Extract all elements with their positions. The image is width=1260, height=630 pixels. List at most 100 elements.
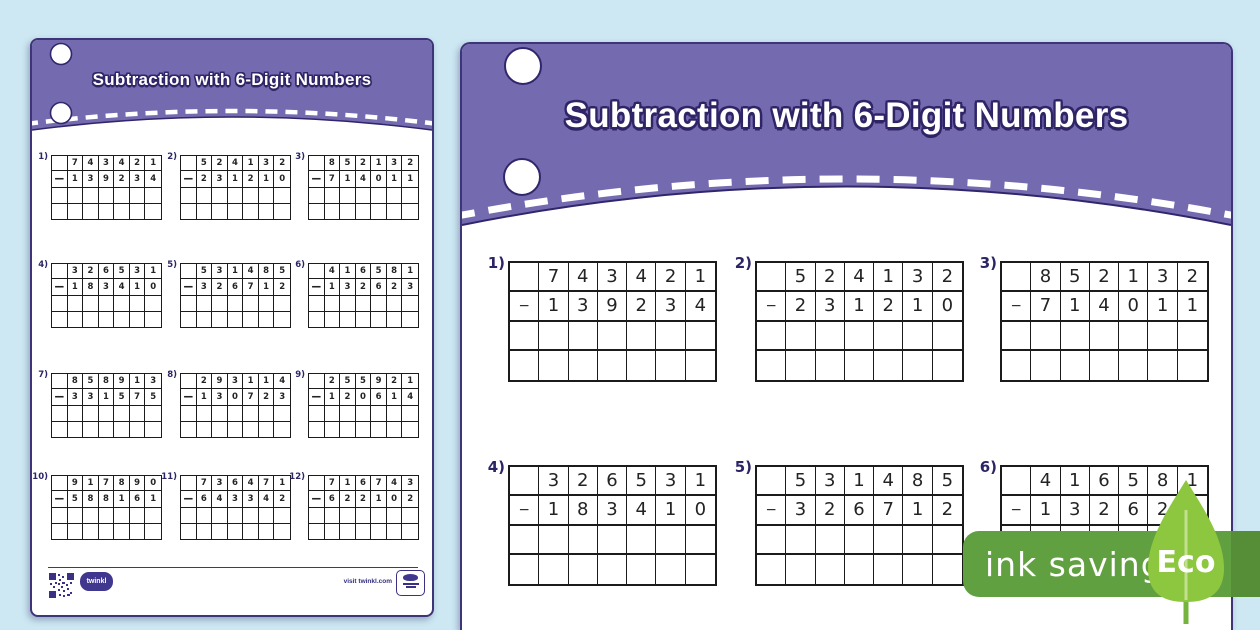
working-cell [259,421,275,437]
subtrahend-digit-cell: 2 [386,279,403,297]
minuend-digit-cell: 3 [129,264,146,280]
answer-cell [371,406,387,422]
minuend-digit-cell: 7 [371,476,387,492]
answer-cell [258,296,275,312]
subtrahend-digit-cell: 1 [258,171,275,189]
minus-sign-cell: − [510,496,540,526]
subtrahend-digit-cell: 3 [568,292,598,322]
subtrahend-digit-cell: 1 [539,496,569,526]
working-cell [1178,351,1207,380]
badge-line [402,583,419,585]
subtrahend-digit-cell: 2 [355,279,372,297]
minuend-digit-cell: 4 [874,467,904,497]
subtrahend-digit-cell: 3 [196,279,213,297]
problem-block: 1) 7 4 3 4 2 1−1 3 9 2 3 4 [38,152,162,220]
subtrahend-digit-cell: 1 [98,389,115,407]
answer-cell [114,508,130,524]
subtrahend-digit-cell: 3 [786,496,816,526]
subtrahend-digit-cell: 2 [815,496,845,526]
problem-block: 2) 5 2 4 1 3 2−2 3 1 2 1 0 [167,152,291,220]
minuend-digit-cell: 4 [243,476,259,492]
answer-cell [324,188,341,204]
answer-cell [243,188,259,204]
answer-cell [67,406,84,422]
subtrahend-digit-cell: 8 [568,496,598,526]
working-cell [181,311,197,327]
working-cell [243,523,259,539]
minuend-digit-cell: 1 [340,476,356,492]
answer-cell [1119,321,1149,351]
answer-cell [355,508,372,524]
working-cell [68,311,84,327]
answer-cell [309,188,325,204]
problem-block: 2) 5 2 4 1 3 2−2 3 1 2 1 0 [735,254,964,382]
subtrahend-digit-cell: 6 [371,279,387,297]
problem-number: 9) [295,370,305,380]
badge-cloud-shape [403,574,418,581]
eco-leaf-icon [1148,480,1224,624]
problem-number: 6) [979,458,997,476]
problem-number: 4) [487,458,505,476]
answer-cell [212,188,228,204]
working-cell [181,421,197,437]
answer-cell [510,525,540,555]
working-cell [228,523,244,539]
subtrahend-digit-cell: 7 [129,389,146,407]
problem-block: 1) 7 4 3 4 2 1−1 3 9 2 3 4 [488,254,717,382]
minuend-digit-cell: 9 [371,374,387,390]
minuend-digit-cell: 0 [145,476,161,492]
answer-cell [145,406,161,422]
punch-hole-icon [49,42,73,66]
working-cell [212,421,228,437]
minuend-digit-cell: 4 [83,156,99,172]
working-cell [903,554,933,584]
minuend-digit-cell: 1 [243,156,259,172]
subtrahend-digit-cell: 1 [340,171,356,189]
answer-cell [227,406,244,422]
answer-cell [309,406,325,422]
subtrahend-digit-cell: 4 [212,491,228,509]
punch-hole-icon [49,101,73,125]
minuend-digit-cell: 1 [340,264,356,280]
eco-label: Eco [1156,545,1216,580]
subtrahend-digit-cell: 1 [903,292,933,322]
subtrahend-digit-cell: 2 [340,389,356,407]
minuend-digit-cell: 3 [145,374,161,390]
subtrahend-digit-cell: 0 [371,171,387,189]
minuend-digit-cell: 2 [83,264,99,280]
answer-cell [568,525,598,555]
answer-cell [386,188,403,204]
column-subtraction-grid: 5 2 4 1 3 2−2 3 1 2 1 0 [755,261,964,382]
minus-sign-cell: − [309,389,325,407]
minuend-digit-cell: 1 [371,156,387,172]
subtrahend-digit-cell: 7 [324,171,341,189]
working-cell [99,421,115,437]
minuend-digit-cell: 8 [98,374,115,390]
minuend-digit-cell: 3 [212,264,228,280]
subtrahend-digit-cell: 3 [67,389,84,407]
answer-cell [83,296,99,312]
minuend-digit-cell: 6 [597,467,628,497]
working-cell [130,203,146,219]
minus-sign-cell: − [181,171,197,189]
subtrahend-digit-cell: 2 [196,171,213,189]
working-cell [309,523,325,539]
minus-sign-cell: − [757,496,787,526]
subtrahend-digit-cell: 5 [114,389,130,407]
working-cell [598,350,628,380]
subtrahend-digit-cell: 1 [114,491,130,509]
working-cell [874,554,904,584]
minuend-digit-cell: 1 [129,374,146,390]
answer-cell [258,406,275,422]
minuend-digit-cell: 5 [786,467,816,497]
working-cell [114,523,130,539]
badge-line [405,586,416,588]
minuend-digit-cell: 2 [932,263,962,293]
answer-cell [815,321,845,351]
column-subtraction-grid: 8 5 2 1 3 2−7 1 4 0 1 1 [308,155,419,220]
minuend-digit-cell: 4 [844,263,875,293]
working-cell [757,350,787,380]
answer-cell [196,296,213,312]
working-cell [387,203,403,219]
